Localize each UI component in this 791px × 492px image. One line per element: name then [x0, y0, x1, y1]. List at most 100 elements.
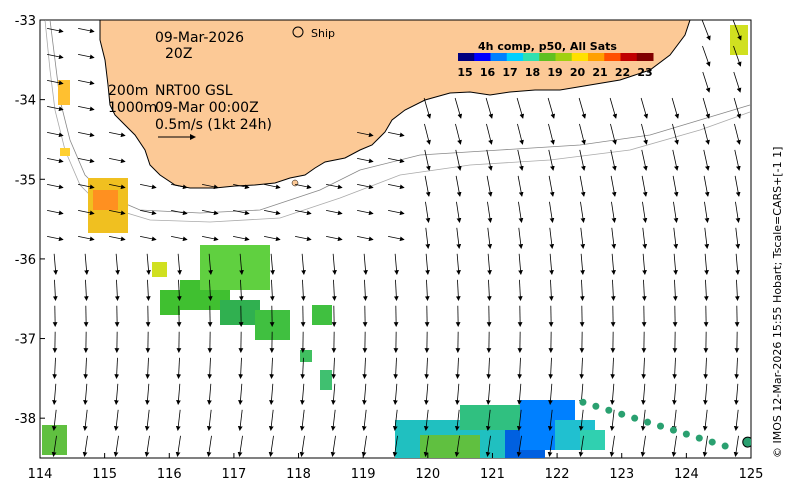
current-arrow	[549, 201, 555, 223]
current-arrow	[392, 409, 398, 431]
current-arrow	[46, 236, 64, 242]
current-arrow	[548, 175, 555, 197]
current-arrow	[206, 435, 212, 457]
colorbar-swatch	[620, 53, 638, 61]
ship-label: Ship	[311, 27, 335, 40]
current-arrow	[673, 227, 679, 249]
current-arrow	[673, 201, 679, 223]
current-arrow	[77, 236, 95, 242]
current-arrow	[263, 236, 281, 242]
current-arrow	[518, 227, 524, 249]
current-arrow	[516, 435, 522, 457]
current-arrow	[356, 184, 374, 190]
current-arrow	[77, 132, 95, 138]
current-arrow	[77, 210, 95, 216]
current-arrow	[609, 435, 615, 457]
current-arrow	[579, 175, 586, 197]
current-arrow	[201, 236, 219, 242]
current-arrow	[455, 175, 462, 197]
colorbar-tick-label: 21	[592, 66, 607, 79]
colorbar-swatch	[571, 53, 589, 61]
current-arrow	[485, 435, 491, 457]
current-arrow	[734, 357, 740, 379]
ship-track-point	[631, 414, 639, 422]
current-arrow	[108, 184, 126, 190]
colorbar-title: 4h comp, p50, All Sats	[478, 40, 617, 53]
current-arrow	[733, 97, 742, 119]
current-arrow	[703, 175, 710, 197]
current-arrow	[610, 175, 617, 197]
current-arrow	[83, 383, 88, 405]
colorbar-tick-label: 20	[570, 66, 586, 79]
current-arrow	[356, 132, 374, 138]
current-arrow	[294, 184, 312, 190]
current-arrow	[294, 236, 312, 242]
current-arrow	[263, 210, 281, 216]
current-arrow	[486, 357, 492, 379]
current-arrow	[46, 184, 64, 190]
current-arrow	[77, 80, 95, 86]
current-arrow	[84, 253, 89, 275]
current-arrow	[269, 357, 275, 379]
current-arrow	[733, 409, 739, 431]
current-arrow	[516, 409, 522, 431]
current-arrow	[208, 253, 213, 275]
current-arrow	[51, 409, 57, 431]
current-arrow	[362, 357, 368, 379]
y-axis: -33 -34 -35 -36 -37 -38	[15, 14, 45, 427]
current-arrow	[46, 54, 64, 60]
current-arrow	[455, 149, 462, 171]
current-arrow	[641, 383, 646, 405]
current-arrow	[424, 149, 431, 171]
colorbar-ticks: 15 16 17 18 19 20 21 22 23	[457, 66, 652, 79]
current-arrow	[425, 201, 431, 223]
current-arrow	[294, 210, 312, 216]
current-arrow	[362, 383, 367, 405]
current-arrow	[268, 409, 274, 431]
current-arrow	[207, 279, 213, 301]
current-arrow	[356, 158, 374, 164]
current-arrow	[702, 71, 711, 93]
current-arrow	[146, 253, 151, 275]
current-arrow	[735, 253, 740, 275]
current-arrow	[330, 409, 336, 431]
colorbar-swatch	[588, 53, 605, 61]
current-arrow	[114, 357, 120, 379]
current-arrow	[732, 20, 742, 41]
x-tick-label: 123	[609, 467, 634, 482]
colorbar-swatch	[506, 53, 524, 61]
current-arrow	[611, 201, 617, 223]
current-arrow	[113, 409, 119, 431]
colorbar-tick-label: 19	[547, 66, 562, 79]
colorbar-swatch	[636, 53, 654, 61]
y-tick-label: -34	[15, 94, 36, 109]
current-arrow	[108, 158, 126, 164]
current-arrow	[299, 435, 305, 457]
current-arrow	[170, 184, 188, 190]
current-arrow	[517, 383, 522, 405]
current-arrow	[486, 279, 492, 301]
current-arrow	[486, 149, 493, 171]
current-arrow	[642, 227, 648, 249]
current-arrow	[263, 184, 281, 190]
current-arrow	[578, 97, 587, 119]
current-arrow	[108, 236, 126, 242]
current-arrow	[641, 149, 648, 171]
current-arrow	[672, 383, 677, 405]
current-arrow	[703, 383, 708, 405]
current-arrow	[702, 45, 711, 67]
current-arrow	[609, 409, 615, 431]
current-arrow	[300, 357, 306, 379]
current-arrow	[175, 409, 181, 431]
current-arrow	[734, 123, 741, 145]
current-arrow	[703, 279, 709, 301]
current-arrow	[176, 279, 182, 301]
current-arrow	[239, 253, 244, 275]
ship-track-point	[721, 442, 729, 450]
current-arrow	[139, 236, 157, 242]
current-arrow	[517, 357, 523, 379]
current-arrow	[331, 279, 337, 301]
current-arrow	[77, 158, 95, 164]
current-arrow	[177, 253, 182, 275]
current-arrow	[394, 253, 399, 275]
